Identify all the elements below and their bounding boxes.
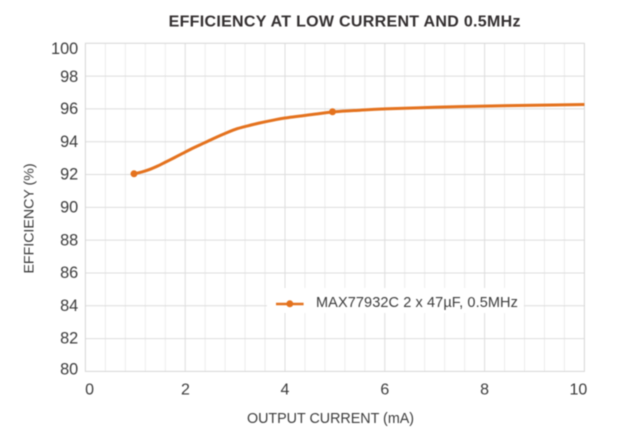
svg-text:MAX77932C 2 x 47µF, 0.5MHz: MAX77932C 2 x 47µF, 0.5MHz — [316, 295, 518, 311]
svg-text:10: 10 — [570, 381, 588, 398]
svg-text:82: 82 — [60, 330, 78, 348]
svg-text:0: 0 — [85, 381, 94, 398]
svg-text:94: 94 — [60, 133, 78, 151]
svg-text:86: 86 — [60, 264, 78, 282]
svg-text:100: 100 — [51, 40, 78, 58]
svg-text:6: 6 — [380, 381, 389, 398]
svg-text:84: 84 — [60, 297, 78, 315]
svg-text:80: 80 — [60, 361, 78, 379]
svg-text:8: 8 — [480, 381, 489, 398]
svg-text:92: 92 — [60, 166, 78, 184]
svg-text:96: 96 — [60, 100, 78, 118]
svg-text:OUTPUT CURRENT (mA): OUTPUT CURRENT (mA) — [247, 411, 414, 427]
svg-text:88: 88 — [60, 231, 78, 249]
svg-text:EFFICIENCY (%): EFFICIENCY (%) — [22, 163, 38, 273]
svg-text:EFFICIENCY AT LOW CURRENT AND: EFFICIENCY AT LOW CURRENT AND 0.5MHz — [169, 14, 521, 31]
svg-text:2: 2 — [181, 381, 190, 398]
svg-text:90: 90 — [60, 199, 78, 217]
svg-text:4: 4 — [281, 381, 290, 398]
svg-text:98: 98 — [60, 68, 78, 86]
